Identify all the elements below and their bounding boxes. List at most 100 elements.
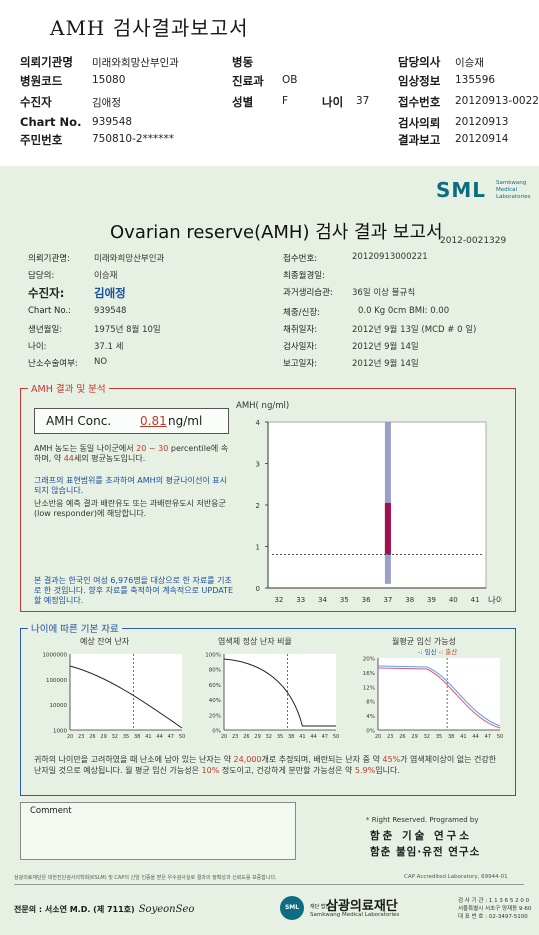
amh-y-tick-label: 4 — [256, 419, 261, 427]
comment-label: Comment — [30, 806, 72, 816]
header-field-sex: 성별 — [232, 95, 254, 109]
info-value: 미래와희망산부인과 — [94, 254, 165, 264]
amh-plot-area — [267, 421, 487, 589]
amh-range-bar — [384, 422, 391, 584]
mini-y-tick-label: 12% — [363, 685, 375, 691]
mini-x-tick-label: 44 — [310, 734, 316, 740]
mini-y-tick-label: 100000 — [46, 678, 67, 684]
mini-x-tick-label: 35 — [123, 734, 129, 740]
info-label: 접수번호: — [283, 254, 318, 264]
header-field-request-date: 검사의뢰 — [398, 116, 441, 130]
info-value: 36일 이상 불규칙 — [352, 288, 416, 298]
chart3-legend: -: 임신 -: 출산 — [418, 648, 458, 656]
mini-y-tick-label: 1000000 — [43, 653, 68, 659]
header-field-resident-no: 주민번호 — [20, 133, 63, 147]
birth-curve — [377, 667, 501, 729]
info-label: 나이: — [28, 342, 47, 352]
header-value-receipt-no: 20120913-00221 — [455, 95, 539, 107]
fertility-summary: 귀하의 나이만을 고려하였을 때 난소에 남아 있는 난자는 약 24,000개… — [34, 755, 497, 775]
amh-x-tick-label: 37 — [383, 596, 392, 604]
header-value-hospital-code: 15080 — [92, 74, 126, 86]
header-value-resident-no: 750810-2****** — [92, 133, 175, 145]
amh-y-tick-label: 2 — [256, 502, 260, 510]
mini-x-tick-label: 47 — [168, 734, 174, 740]
amh-conc-value: 0.81 — [140, 414, 167, 428]
info-value: 0.0 Kg 0cm BMI: 0.00 — [358, 306, 450, 316]
mini-x-tick-label: 41 — [460, 734, 466, 740]
mini-x-tick-label: 32 — [424, 734, 430, 740]
header-value-report-date: 20120914 — [455, 133, 509, 145]
header-field-ward: 병동 — [232, 55, 254, 69]
info-value: 이승재 — [94, 271, 118, 281]
mini-x-tick-label: 23 — [78, 734, 84, 740]
pregnancy-curve — [377, 665, 501, 727]
foundation-logo-icon: SML — [280, 896, 304, 920]
mini-y-tick-label: 0% — [212, 729, 221, 735]
info-value: 20120913000221 — [352, 252, 428, 262]
mini-x-tick-label: 26 — [89, 734, 95, 740]
normal-egg-curve — [223, 658, 336, 727]
amh-chart-title: AMH( ng/ml) — [236, 401, 289, 411]
mini-x-tick-label: 26 — [243, 734, 249, 740]
amh-x-tick-label: 33 — [296, 596, 305, 604]
info-label: 수진자: — [28, 286, 65, 300]
footer-divider — [14, 884, 524, 885]
mini-plot-area — [378, 658, 500, 730]
amh-x-tick-label: 36 — [362, 596, 371, 604]
amh-x-axis-label: 나이 — [488, 595, 502, 606]
info-label: 보고일자: — [283, 359, 318, 369]
mini-y-tick-label: 4% — [366, 714, 375, 720]
mini-x-tick-label: 29 — [254, 734, 260, 740]
amh-x-tick-label: 32 — [274, 596, 283, 604]
mini-x-tick-label: 26 — [399, 734, 405, 740]
header-field-dept: 진료과 — [232, 74, 264, 88]
mini-y-tick-label: 40% — [209, 698, 221, 704]
mini-x-tick-label: 23 — [232, 734, 238, 740]
header-field-age: 나이 — [322, 95, 344, 109]
amh-y-tick-label: 3 — [256, 461, 260, 469]
summary-header: AMH 검사결과보고서 의뢰기관명 미래와희망산부인과 병원코드 15080 수… — [0, 0, 539, 165]
mini-x-tick-label: 20 — [67, 734, 73, 740]
header-field-receipt-no: 접수번호 — [398, 95, 441, 109]
header-field-clinical-info: 임상정보 — [398, 74, 441, 88]
foundation-name: 재단 법인삼광의료재단 — [310, 899, 398, 914]
header-value-clinical-info: 135596 — [455, 74, 496, 86]
amh-interpretation: AMH 농도는 동일 나이군에서 20 ~ 30 percentile에 속하며… — [34, 444, 229, 463]
amh-x-tick-label: 34 — [318, 596, 327, 604]
info-label: 과거생리습관: — [283, 288, 333, 298]
header-field-hospital-code: 병원코드 — [20, 74, 63, 88]
header-field-patient: 수진자 — [20, 95, 52, 109]
mini-x-tick-label: 32 — [266, 734, 272, 740]
amh-section-title: AMH 결과 및 분석 — [28, 381, 109, 395]
mini-y-tick-label: 80% — [209, 668, 221, 674]
mini-x-tick-label: 32 — [112, 734, 118, 740]
chart2-title: 염색체 정상 난자 비율 — [218, 637, 292, 646]
sml-logo: SML Samkwang Medical Laboratories — [436, 178, 531, 202]
remaining-eggs-curve — [69, 665, 183, 729]
foundation-name-en: Samkwang Medical Laboratories — [310, 912, 400, 918]
info-value: 939548 — [94, 306, 127, 316]
info-label: 체중/신장: — [283, 308, 321, 318]
mini-plot-area — [70, 654, 182, 730]
amh-conc-label: AMH Conc. — [46, 414, 112, 428]
header-value-sex: F — [282, 95, 289, 107]
mini-y-tick-label: 16% — [363, 671, 375, 677]
mini-x-tick-label: 38 — [288, 734, 294, 740]
mini-x-tick-label: 20 — [375, 734, 381, 740]
header-field-report-date: 결과보고 — [398, 133, 441, 147]
info-label: 생년월일: — [28, 325, 63, 335]
info-value: 2012년 9월 14일 — [352, 342, 419, 352]
amh-x-tick-label: 38 — [405, 596, 414, 604]
mini-x-tick-label: 29 — [100, 734, 106, 740]
header-field-chart-no: Chart No. — [20, 115, 82, 129]
mini-x-tick-label: 35 — [277, 734, 283, 740]
mini-y-tick-label: 10000 — [50, 703, 68, 709]
amh-conc-box — [34, 408, 229, 434]
amh-responder-note: 난소반응 예측 결과 배란유도 또는 과배란유도시 저반응군 (low resp… — [34, 499, 226, 518]
pregnancy-chance-chart: 20% 16% 12% 8% 4% 0%20 23 26 29 32 35 38 41 44 47 50 — [363, 657, 503, 741]
mini-x-tick-label: 29 — [411, 734, 417, 740]
amh-data-source-note: 본 결과는 한국인 여성 6,976명을 대상으로 한 자료를 기초로 한 것입… — [34, 576, 234, 605]
mini-y-tick-label: 8% — [366, 700, 375, 706]
mini-y-tick-label: 20% — [363, 657, 375, 663]
